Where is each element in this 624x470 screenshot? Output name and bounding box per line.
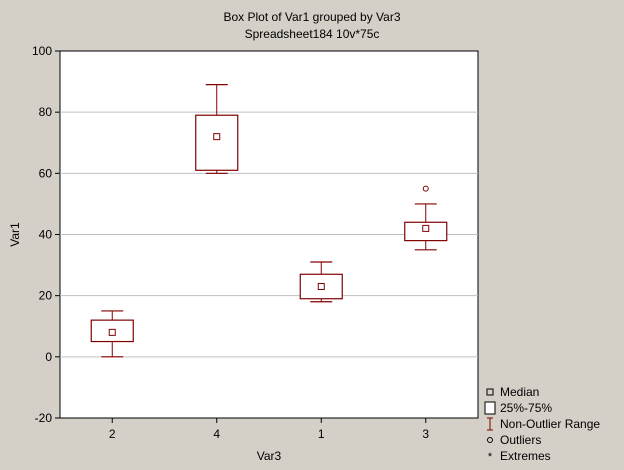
- legend-item-box: 25%-75%: [484, 401, 552, 415]
- legend-item-label: 25%-75%: [500, 401, 552, 415]
- legend-median-symbol: [486, 388, 494, 396]
- box-iqr: [195, 114, 239, 171]
- grid-lines: [60, 111, 478, 358]
- median-marker: [213, 133, 221, 141]
- y-tick-label: -20: [35, 411, 53, 425]
- box-group-4: [195, 84, 239, 174]
- legend-item-label: Outliers: [500, 433, 541, 447]
- box-iqr: [299, 273, 343, 300]
- y-axis-ticks: -20 0 20 40 60 80 100: [32, 44, 60, 425]
- y-tick-label: 40: [39, 228, 53, 242]
- legend-outlier-symbol: [487, 437, 493, 443]
- median-marker: [422, 224, 430, 232]
- x-tick-label: 3: [422, 427, 429, 441]
- y-tick-label: 60: [39, 166, 53, 180]
- box-group-2: [90, 310, 134, 358]
- x-tick-label: 4: [213, 427, 220, 441]
- box-series: [90, 84, 448, 358]
- y-tick-label: 100: [32, 44, 52, 58]
- legend-item-median: Median: [486, 385, 539, 399]
- legend-item-whisker: Non-Outlier Range: [487, 417, 600, 431]
- y-axis-label: Var1: [8, 222, 22, 247]
- y-tick-label: 20: [39, 289, 53, 303]
- chart-subtitle: Spreadsheet184 10v*75c: [245, 27, 380, 41]
- x-tick-label: 1: [318, 427, 325, 441]
- legend-item-label: Extremes: [500, 449, 551, 463]
- x-axis-ticks: 2 4 1 3: [109, 418, 429, 441]
- box-group-3: [404, 185, 448, 251]
- legend-extreme-symbol: *: [488, 451, 493, 463]
- x-axis-label: Var3: [257, 449, 282, 463]
- legend-box-symbol: [484, 401, 496, 415]
- legend-item-outlier: Outliers: [487, 433, 541, 447]
- box-group-1: [299, 261, 343, 303]
- legend-item-extreme: * Extremes: [488, 449, 551, 463]
- chart-title: Box Plot of Var1 grouped by Var3: [224, 10, 401, 24]
- x-tick-label: 2: [109, 427, 116, 441]
- y-tick-label: 80: [39, 105, 53, 119]
- legend-item-label: Median: [500, 385, 539, 399]
- y-tick-label: 0: [45, 350, 52, 364]
- outlier-point: [422, 185, 429, 192]
- legend-item-label: Non-Outlier Range: [500, 417, 600, 431]
- median-marker: [317, 282, 325, 290]
- median-marker: [108, 328, 116, 336]
- legend: Median 25%-75% Non-Outlier Range Outliers * E…: [484, 385, 600, 463]
- box-iqr: [90, 319, 134, 343]
